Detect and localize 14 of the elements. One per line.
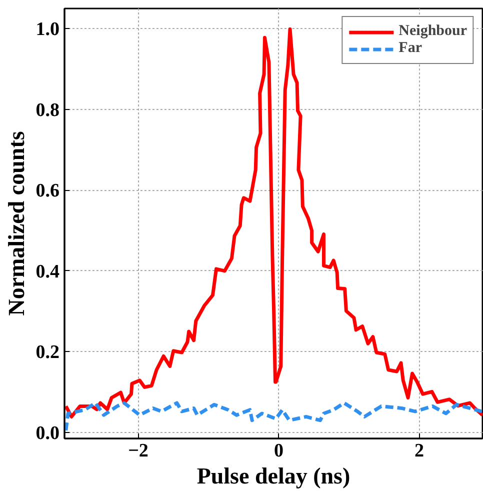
x-tick-label: 0	[274, 440, 284, 462]
y-tick-label: 0.6	[36, 180, 60, 202]
y-tick-label: 0.8	[36, 100, 60, 121]
x-tick-label: 2	[414, 440, 424, 462]
y-axis-title: Normalized counts	[4, 131, 29, 316]
y-tick-label: 0.2	[36, 342, 60, 364]
y-tick-label: 0.4	[36, 261, 60, 282]
x-tick-label: −2	[128, 440, 148, 462]
legend-label: Far	[398, 40, 422, 57]
x-axis-title: Pulse delay (ns)	[196, 464, 350, 488]
y-tick-label: 0.0	[36, 422, 60, 444]
y-tick-label: 1.0	[36, 19, 60, 40]
legend-label: Neighbour	[398, 23, 467, 40]
line-series	[64, 401, 482, 432]
